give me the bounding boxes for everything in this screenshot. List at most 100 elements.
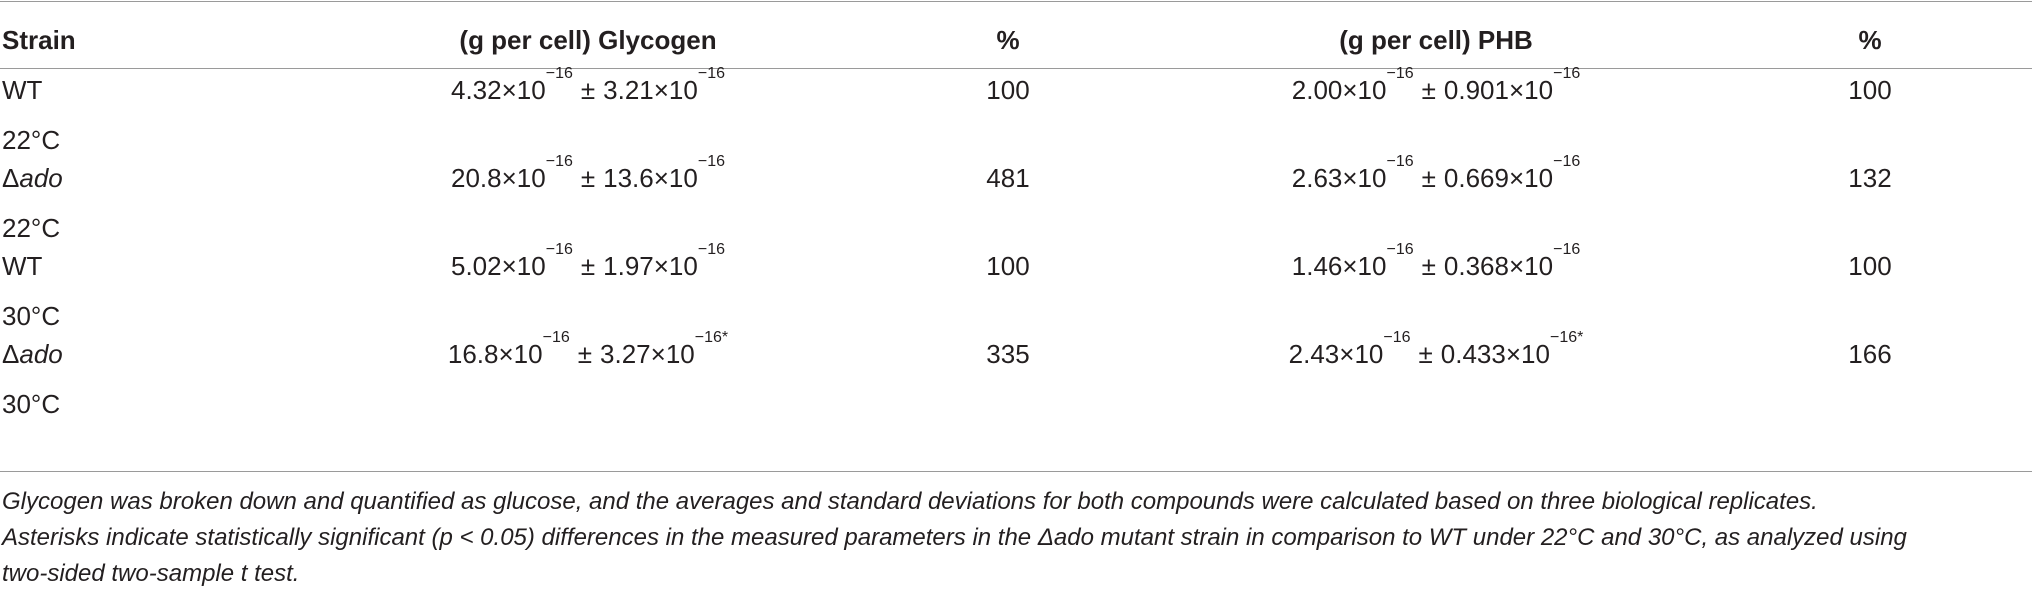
- exponent: −16: [697, 241, 725, 258]
- sd-value: 0.433: [1440, 339, 1506, 369]
- mean-value: 1.46: [1291, 251, 1343, 281]
- exponent: −16: [1549, 329, 1578, 346]
- phb-cell: 2.63×10−16± 0.669×10−16: [1291, 154, 1580, 198]
- strain-name: Δado: [2, 158, 63, 198]
- strain-cell: WT 22°C: [2, 70, 60, 160]
- mean-value: 16.8: [447, 339, 499, 369]
- strain-temperature: 22°C: [2, 125, 61, 155]
- exponent: −16: [1553, 65, 1581, 82]
- times-ten: ×10: [1342, 75, 1387, 105]
- strain-name: Δado: [2, 334, 63, 374]
- glycogen-percent-cell: 481: [986, 163, 1030, 193]
- phb-cell: 1.46×10−16± 0.368×10−16: [1291, 242, 1580, 286]
- sd-value: 0.368: [1443, 251, 1509, 281]
- sd-value: 1.97: [603, 251, 654, 281]
- strain-label: ado: [19, 163, 63, 193]
- plus-minus: ±: [1421, 75, 1436, 105]
- exponent: −16: [542, 329, 570, 346]
- plus-minus: ±: [580, 75, 596, 105]
- strain-name: WT: [2, 70, 60, 110]
- times-ten: ×10: [1508, 75, 1554, 105]
- sd-value: 0.669: [1443, 163, 1509, 193]
- mean-value: 5.02: [451, 251, 502, 281]
- sd-value: 13.6: [603, 163, 654, 193]
- exponent: −16: [1386, 65, 1414, 82]
- mean-value: 2.63: [1291, 163, 1343, 193]
- times-ten: ×10: [501, 163, 546, 193]
- mean-value: 4.32: [451, 75, 502, 105]
- strain-name: WT: [2, 246, 60, 286]
- phb-percent-cell: 100: [1848, 251, 1892, 281]
- footnote-line-3: two-sided two-sample t test.: [2, 560, 300, 587]
- times-ten: ×10: [1339, 339, 1384, 369]
- sd-value: 3.21: [603, 75, 654, 105]
- exponent: −16: [1386, 153, 1414, 170]
- mean-value: 20.8: [451, 163, 502, 193]
- exponent: −16: [1553, 241, 1581, 258]
- strain-temperature: 30°C: [2, 389, 61, 419]
- times-ten: ×10: [1342, 163, 1387, 193]
- plus-minus: ±: [580, 251, 596, 281]
- sd-value: 0.901: [1443, 75, 1509, 105]
- strain-symbol: Δ: [2, 339, 20, 369]
- header-glycogen: (g per cell) Glycogen: [459, 25, 717, 55]
- strain-label: ado: [19, 339, 63, 369]
- footnote-line-2: Asterisks indicate statistically signifi…: [2, 524, 1907, 551]
- times-ten: ×10: [1508, 251, 1554, 281]
- glycogen-percent-cell: 100: [986, 251, 1030, 281]
- times-ten: ×10: [501, 251, 546, 281]
- significance-asterisk: *: [1577, 329, 1584, 346]
- phb-cell: 2.00×10−16± 0.901×10−16: [1291, 66, 1580, 110]
- exponent: −16: [697, 153, 725, 170]
- strain-cell: WT 30°C: [2, 246, 60, 336]
- exponent: −16: [697, 65, 725, 82]
- exponent: −16: [1383, 329, 1411, 346]
- strain-temperature: 22°C: [2, 213, 61, 243]
- glycogen-cell: 4.32×10−16± 3.21×10−16: [451, 66, 725, 110]
- strain-symbol: Δ: [2, 163, 20, 193]
- times-ten: ×10: [653, 75, 698, 105]
- strain-cell: Δado 22°C: [2, 158, 63, 248]
- table-bottom-rule: [0, 471, 2032, 472]
- times-ten: ×10: [1508, 163, 1554, 193]
- plus-minus: ±: [1418, 339, 1433, 369]
- plus-minus: ±: [1421, 251, 1436, 281]
- exponent: −16: [1553, 153, 1581, 170]
- mean-value: 2.43: [1288, 339, 1340, 369]
- times-ten: ×10: [1342, 251, 1387, 281]
- times-ten: ×10: [653, 163, 698, 193]
- times-ten: ×10: [501, 75, 546, 105]
- header-strain: Strain: [2, 25, 76, 55]
- strain-label: WT: [2, 251, 43, 281]
- phb-percent-cell: 100: [1848, 75, 1892, 105]
- times-ten: ×10: [653, 251, 698, 281]
- glycogen-cell: 16.8×10−16± 3.27×10−16*: [447, 330, 728, 374]
- strain-temperature: 30°C: [2, 301, 61, 331]
- plus-minus: ±: [580, 163, 596, 193]
- glycogen-cell: 5.02×10−16± 1.97×10−16: [451, 242, 725, 286]
- phb-cell: 2.43×10−16± 0.433×10−16*: [1288, 330, 1584, 374]
- table-top-rule: [0, 1, 2032, 2]
- plus-minus: ±: [577, 339, 593, 369]
- exponent: −16: [1386, 241, 1414, 258]
- exponent: −16: [545, 65, 573, 82]
- header-rule: [0, 68, 2032, 69]
- phb-percent-cell: 166: [1848, 339, 1892, 369]
- header-glycogen-percent: %: [996, 25, 1020, 55]
- strain-label: WT: [2, 75, 43, 105]
- times-ten: ×10: [650, 339, 695, 369]
- plus-minus: ±: [1421, 163, 1436, 193]
- mean-value: 2.00: [1291, 75, 1343, 105]
- times-ten: ×10: [1505, 339, 1550, 369]
- significance-asterisk: *: [721, 329, 729, 346]
- strain-cell: Δado 30°C: [2, 334, 63, 424]
- footnote-line-1: Glycogen was broken down and quantified …: [2, 488, 1818, 515]
- glycogen-cell: 20.8×10−16± 13.6×10−16: [451, 154, 725, 198]
- sd-value: 3.27: [600, 339, 651, 369]
- phb-percent-cell: 132: [1848, 163, 1892, 193]
- glycogen-percent-cell: 335: [986, 339, 1030, 369]
- exponent: −16: [545, 241, 573, 258]
- times-ten: ×10: [498, 339, 543, 369]
- glycogen-percent-cell: 100: [986, 75, 1030, 105]
- header-phb: (g per cell) PHB: [1339, 25, 1533, 55]
